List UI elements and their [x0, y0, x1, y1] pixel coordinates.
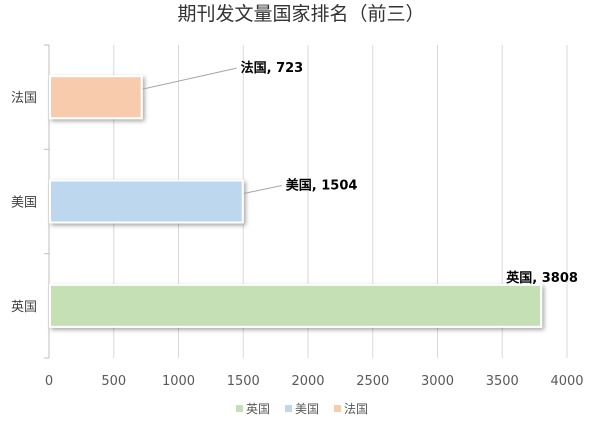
x-tick-label: 4000 — [550, 374, 583, 389]
x-tick-label: 500 — [101, 374, 126, 389]
legend: 英国 美国 法国 — [236, 402, 368, 416]
x-tick-label: 2000 — [291, 374, 324, 389]
x-tick-label: 3500 — [486, 374, 519, 389]
legend-swatch — [334, 405, 341, 412]
x-tick-label: 0 — [45, 374, 53, 389]
axis: 0 500 1000 1500 2000 2500 3000 3500 4000 英国 美国 法国 — [11, 44, 584, 389]
chart-title: 期刊发文量国家排名（前三） — [177, 3, 424, 25]
bar — [49, 283, 543, 328]
data-label: 美国, 1504 — [286, 178, 358, 194]
data-label: 英国, 3808 — [505, 270, 578, 286]
data-labels: 英国, 3808 美国, 1504 法国, 723 — [241, 60, 578, 286]
x-tick-label: 2500 — [356, 374, 389, 389]
legend-label: 英国 — [246, 402, 270, 416]
y-category-label: 美国 — [11, 196, 37, 211]
bar — [49, 179, 244, 224]
bar — [49, 75, 143, 120]
legend-swatch — [236, 405, 243, 412]
leader-lines — [142, 67, 282, 194]
leader-line — [243, 185, 282, 194]
x-tick-label: 3000 — [421, 374, 454, 389]
leader-line — [142, 67, 237, 90]
y-category-label: 英国 — [11, 300, 37, 315]
legend-label: 法国 — [344, 402, 368, 416]
data-label: 法国, 723 — [241, 60, 304, 76]
legend-label: 美国 — [295, 402, 319, 416]
y-category-label: 法国 — [11, 91, 37, 106]
x-tick-label: 1500 — [227, 374, 260, 389]
x-tick-label: 1000 — [162, 374, 195, 389]
legend-swatch — [285, 405, 292, 412]
bars — [49, 75, 543, 328]
